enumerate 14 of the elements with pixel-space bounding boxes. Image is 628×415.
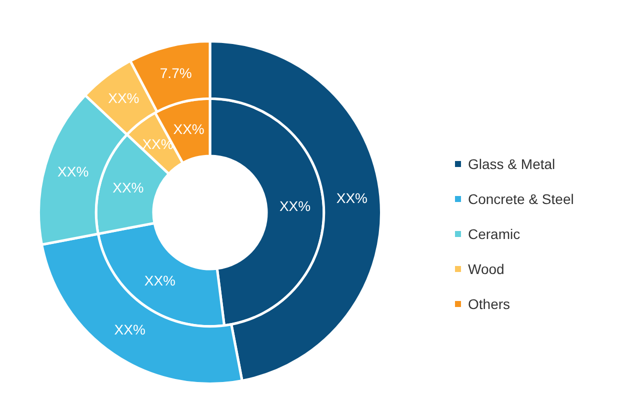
legend-label: Others [468,296,510,312]
legend-label: Concrete & Steel [468,190,574,206]
legend-label: Ceramic [468,226,520,242]
data-label: XX% [173,120,204,137]
data-label: XX% [336,190,368,206]
legend-label: Wood [468,260,504,276]
data-label: XX% [112,180,144,196]
data-label: 7.7% [160,64,192,81]
data-label: XX% [58,164,89,180]
data-label: XX% [279,198,311,214]
legend-label: Glass & Metal [468,156,556,172]
data-label: XX% [108,90,140,106]
data-label: XX% [114,321,146,338]
data-label: XX% [144,272,176,288]
